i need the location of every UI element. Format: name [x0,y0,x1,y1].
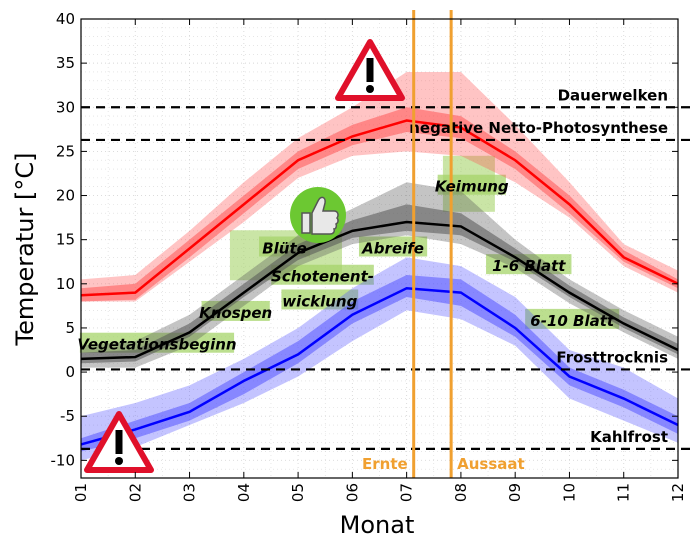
stage-label: 1-6 Blatt [492,257,566,275]
temperature-line [80,286,679,446]
x-tick-label: 04 [235,483,253,502]
event-label: Aussaat [457,455,525,473]
temperature-line [80,220,679,361]
x-tick-label: 08 [452,483,470,502]
stage-labels: Vegetationsbeginn Knospen Blüte Schotenent-… [77,178,615,354]
temperature-lines [80,119,679,446]
x-tick-label: 09 [506,483,524,502]
x-axis-title: Monat [340,511,415,539]
warning-triangle-icon [84,411,154,473]
stage-label: Schotenent- [271,268,374,286]
y-tick-label: 25 [56,142,75,160]
stage-label: Abreife [361,240,424,258]
y-tick-label: 40 [56,10,75,28]
temperature-bands [81,71,678,461]
x-tick-label: 02 [126,483,144,502]
x-tick-label: 03 [181,483,199,502]
stage-label: Blüte [262,240,307,258]
reference-label: Kahlfrost [590,428,668,446]
thumbs-up-icon [290,187,346,243]
x-tick-label: 06 [343,483,361,502]
reference-lines: Dauerwelken negative Netto-Photosynthese F… [81,86,696,450]
temperature-band-inner [81,107,678,302]
event-label: Ernte [362,455,408,473]
reference-label: Frosttrocknis [556,348,668,366]
reference-label: Dauerwelken [558,86,668,104]
grid [80,19,679,478]
y-tick-label: 10 [56,275,75,293]
warning-triangle-icon [335,39,405,101]
temperature-line [80,119,679,297]
y-tick-label: 5 [65,319,75,337]
x-tick-label: 07 [398,483,416,502]
temperature-band-inner [81,204,678,364]
stage-label: wicklung [282,292,357,310]
y-tick-label: -5 [60,407,75,425]
y-tick-label: 20 [56,187,75,205]
y-tick-label: 0 [65,363,75,381]
plot-frame [80,18,679,479]
event-lines: Ernte Aussaat [362,10,525,478]
y-tick-label: 15 [56,231,75,249]
stage-label: Keimung [435,178,509,196]
x-tick-label: 11 [615,483,633,502]
axes [80,18,679,479]
temperature-band-inner [81,274,678,452]
x-tick-label: 10 [560,483,578,502]
x-tick-label: 12 [669,483,687,502]
stage-highlight [358,236,428,257]
stage-highlight [525,308,620,329]
stage-label: Knospen [199,304,272,322]
stage-highlight [281,289,359,310]
x-tick-label: 01 [72,483,90,502]
stage-label: 6-10 Blatt [530,312,615,330]
y-axis-title: Temperatur [°C] [11,153,39,347]
x-tick-label: 05 [289,483,307,502]
reference-label: negative Netto-Photosynthese [409,119,668,137]
y-tick-label: 30 [56,98,75,116]
y-tick-label: 35 [56,54,75,72]
stage-label: Vegetationsbeginn [77,336,236,354]
y-tick-label: -10 [51,451,76,469]
